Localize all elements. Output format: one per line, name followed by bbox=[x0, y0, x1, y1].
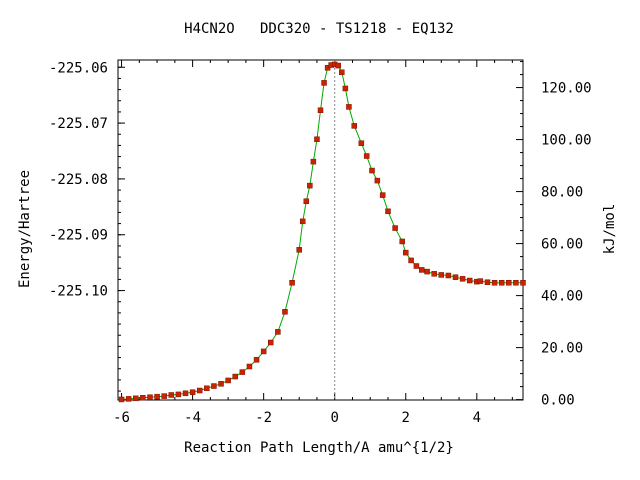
data-point bbox=[385, 208, 391, 215]
data-point bbox=[154, 393, 160, 400]
y2-tick-label: 60.00 bbox=[541, 237, 583, 253]
data-point bbox=[438, 272, 445, 278]
data-point bbox=[321, 80, 327, 86]
data-point bbox=[133, 395, 139, 402]
data-point bbox=[369, 167, 375, 174]
y2-tick-label: 20.00 bbox=[541, 341, 583, 357]
plot-frame bbox=[117, 59, 524, 401]
data-point bbox=[289, 280, 295, 286]
data-point bbox=[459, 276, 466, 282]
data-point bbox=[175, 391, 182, 398]
data-point bbox=[445, 272, 452, 279]
y2-tick-label: 0.00 bbox=[541, 393, 575, 409]
data-point bbox=[296, 247, 302, 253]
data-point bbox=[466, 277, 473, 284]
data-point bbox=[314, 136, 320, 143]
data-point bbox=[324, 65, 331, 71]
y-tick-label: -225.06 bbox=[49, 60, 108, 76]
data-point bbox=[413, 263, 420, 269]
y2-tick-label: 100.00 bbox=[541, 133, 592, 149]
data-point bbox=[239, 369, 246, 375]
data-point bbox=[182, 390, 189, 397]
y2-axis-label: kJ/mol bbox=[602, 204, 618, 255]
data-point bbox=[491, 280, 498, 286]
data-point bbox=[125, 396, 132, 402]
y2-tick-label: 40.00 bbox=[541, 289, 583, 305]
y2-tick-label: 80.00 bbox=[541, 185, 583, 201]
data-point bbox=[363, 153, 370, 159]
data-point bbox=[392, 225, 398, 231]
data-point bbox=[484, 279, 491, 285]
y-tick-label: -225.08 bbox=[49, 172, 108, 188]
data-point bbox=[253, 357, 260, 363]
data-point bbox=[513, 280, 519, 286]
data-point bbox=[189, 389, 196, 395]
data-point bbox=[282, 309, 288, 315]
data-point bbox=[419, 267, 425, 273]
data-point bbox=[452, 274, 459, 280]
data-point bbox=[307, 182, 313, 189]
y-axis-ticks: -225.06 -225.07 -225.08 -225.09 -225.10 bbox=[49, 60, 125, 392]
data-point bbox=[310, 158, 317, 165]
data-points bbox=[118, 61, 526, 403]
y-tick-label: -225.07 bbox=[49, 116, 108, 132]
data-point bbox=[374, 177, 381, 184]
data-point bbox=[424, 268, 430, 275]
data-point bbox=[358, 140, 365, 146]
data-point bbox=[268, 339, 274, 346]
data-point bbox=[342, 85, 349, 92]
data-point bbox=[379, 192, 386, 198]
y2-tick-label: 120.00 bbox=[541, 81, 592, 97]
data-point bbox=[211, 383, 217, 389]
x-axis-ticks: -6 -4 -2 0 2 4 bbox=[113, 60, 513, 426]
data-point bbox=[260, 348, 267, 355]
data-point bbox=[498, 280, 505, 286]
x-axis-label: Reaction Path Length/A amu^{1/2} bbox=[184, 440, 454, 456]
y-tick-label: -225.09 bbox=[49, 228, 108, 244]
chart-title: H4CN2O DDC320 - TS1218 - EQ132 bbox=[184, 21, 454, 37]
y-axis-label: Energy/Hartree bbox=[17, 170, 33, 288]
data-point bbox=[520, 280, 526, 286]
x-tick-label: -6 bbox=[113, 410, 130, 426]
data-point bbox=[218, 381, 224, 387]
data-point bbox=[335, 62, 342, 69]
y-tick-label: -225.10 bbox=[49, 284, 108, 300]
x-tick-label: -2 bbox=[255, 410, 272, 426]
data-point bbox=[196, 387, 203, 394]
data-point bbox=[303, 198, 310, 204]
data-point bbox=[339, 69, 345, 76]
data-point bbox=[204, 385, 210, 392]
data-point bbox=[346, 104, 352, 110]
data-point bbox=[140, 395, 146, 401]
data-point bbox=[168, 392, 175, 398]
y2-axis-ticks: 0.00 20.00 40.00 60.00 80.00 100.00 120.00 bbox=[516, 61, 592, 409]
x-tick-label: -4 bbox=[184, 410, 201, 426]
data-point bbox=[118, 396, 125, 403]
series-line bbox=[121, 63, 523, 400]
data-point bbox=[161, 393, 167, 399]
data-point bbox=[399, 238, 405, 245]
data-point bbox=[317, 107, 324, 113]
data-point bbox=[147, 394, 153, 400]
data-point bbox=[299, 218, 306, 225]
x-tick-label: 0 bbox=[330, 410, 338, 426]
data-point bbox=[431, 271, 437, 277]
data-point bbox=[506, 280, 512, 286]
data-point bbox=[246, 363, 253, 370]
data-point bbox=[225, 377, 231, 384]
x-tick-label: 4 bbox=[473, 410, 481, 426]
data-point bbox=[408, 257, 414, 264]
data-point bbox=[351, 123, 357, 129]
data-point bbox=[232, 373, 238, 380]
data-point bbox=[477, 278, 484, 284]
x-tick-label: 2 bbox=[402, 410, 410, 426]
data-point bbox=[403, 249, 409, 256]
data-point bbox=[275, 329, 281, 335]
